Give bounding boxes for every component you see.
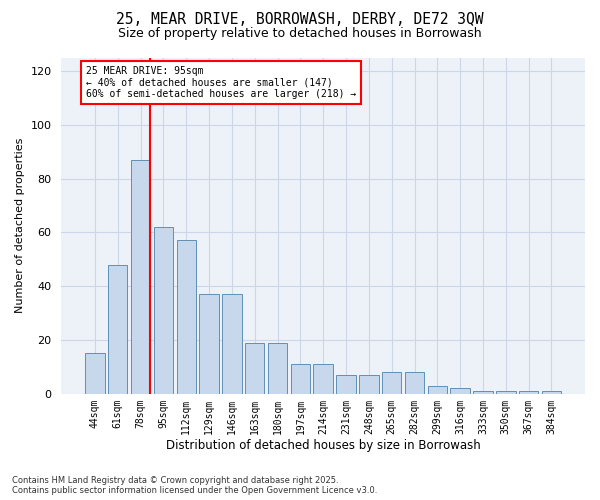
Bar xyxy=(313,364,333,394)
Bar xyxy=(405,372,424,394)
Bar xyxy=(222,294,242,394)
Bar xyxy=(199,294,219,394)
Bar xyxy=(473,391,493,394)
Bar xyxy=(382,372,401,394)
Bar xyxy=(85,354,104,394)
Bar xyxy=(245,342,265,394)
Bar xyxy=(519,391,538,394)
Bar xyxy=(176,240,196,394)
Bar xyxy=(108,264,127,394)
Bar xyxy=(428,386,447,394)
Text: 25, MEAR DRIVE, BORROWASH, DERBY, DE72 3QW: 25, MEAR DRIVE, BORROWASH, DERBY, DE72 3… xyxy=(116,12,484,28)
Text: Contains HM Land Registry data © Crown copyright and database right 2025.
Contai: Contains HM Land Registry data © Crown c… xyxy=(12,476,377,495)
Text: 25 MEAR DRIVE: 95sqm
← 40% of detached houses are smaller (147)
60% of semi-deta: 25 MEAR DRIVE: 95sqm ← 40% of detached h… xyxy=(86,66,356,99)
Bar xyxy=(268,342,287,394)
Bar xyxy=(154,227,173,394)
Bar xyxy=(542,391,561,394)
X-axis label: Distribution of detached houses by size in Borrowash: Distribution of detached houses by size … xyxy=(166,440,481,452)
Bar xyxy=(451,388,470,394)
Y-axis label: Number of detached properties: Number of detached properties xyxy=(15,138,25,314)
Text: Size of property relative to detached houses in Borrowash: Size of property relative to detached ho… xyxy=(118,28,482,40)
Bar xyxy=(131,160,150,394)
Bar xyxy=(290,364,310,394)
Bar xyxy=(359,375,379,394)
Bar xyxy=(496,391,515,394)
Bar xyxy=(337,375,356,394)
